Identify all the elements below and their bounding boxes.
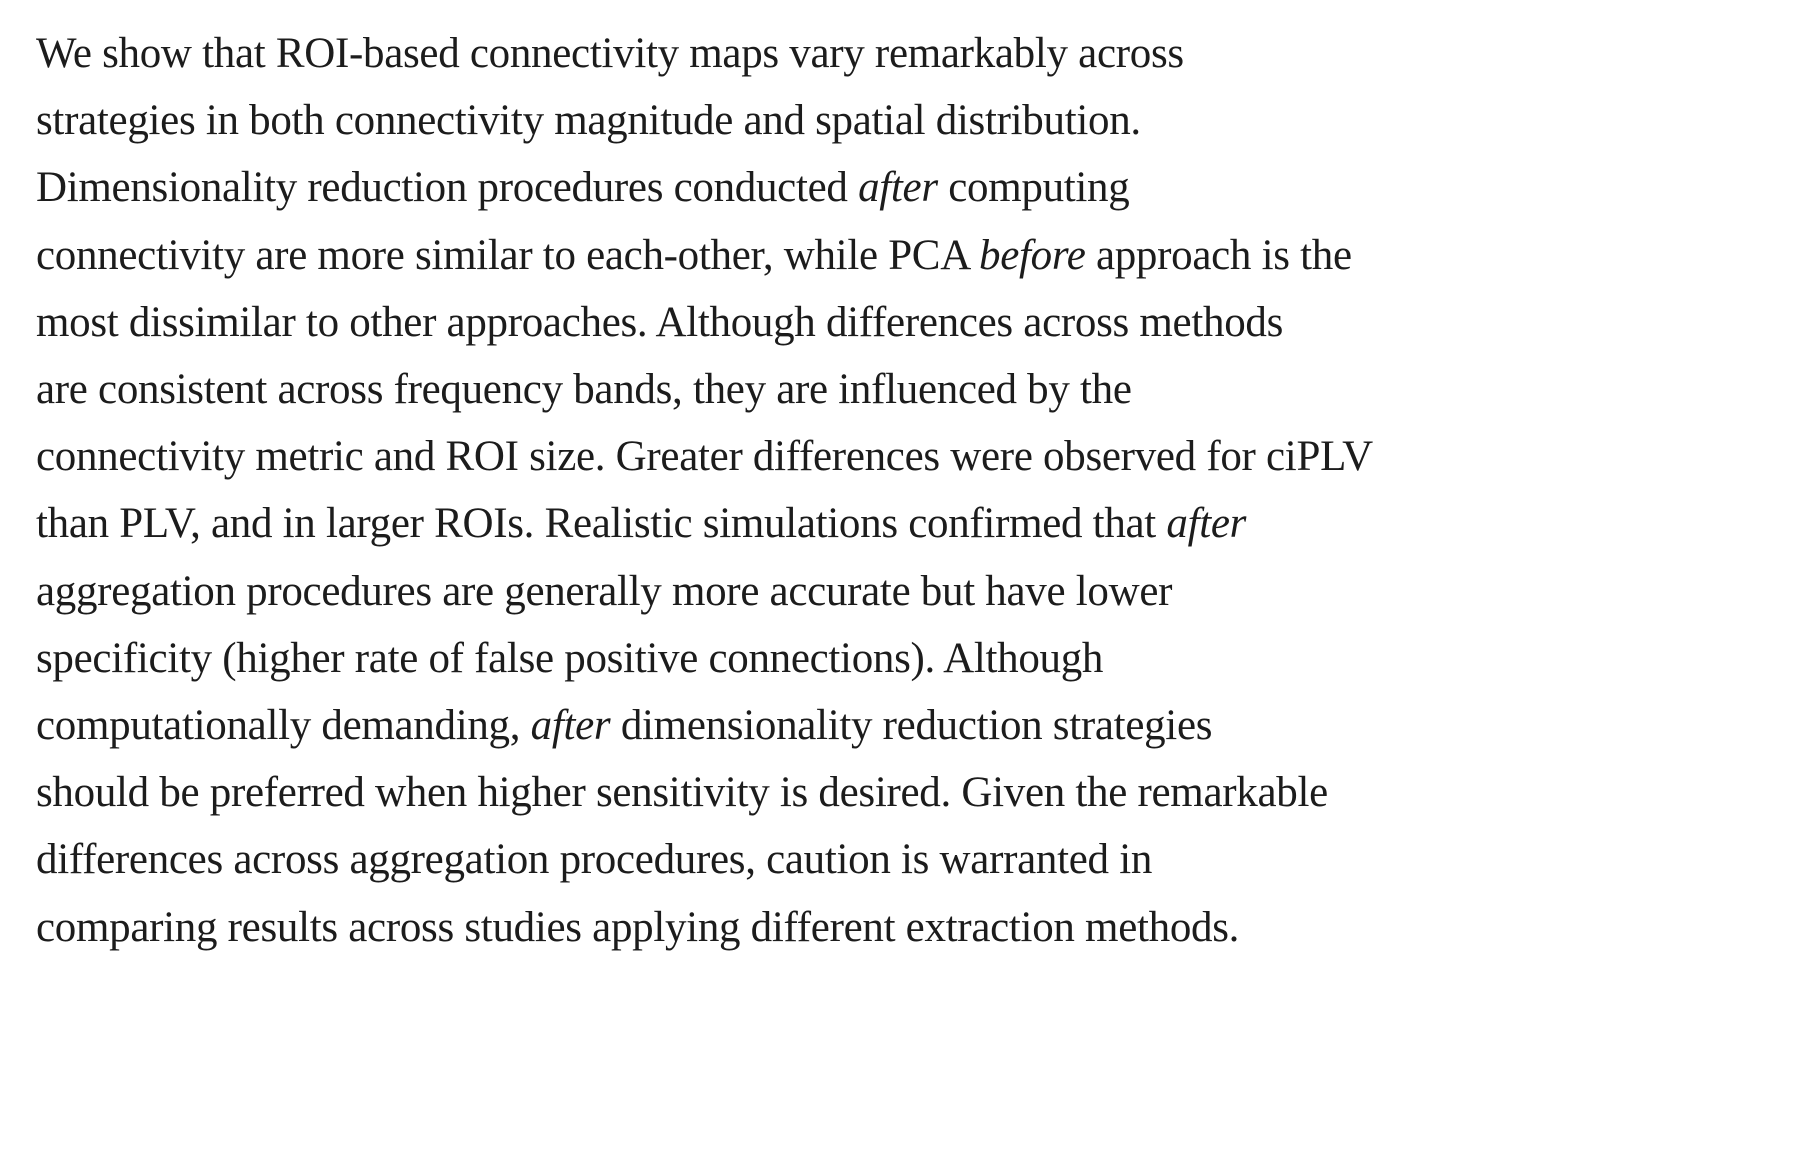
text-run: specificity (higher rate of false positi…: [36, 634, 1104, 682]
text-run: computing: [937, 164, 1130, 212]
text-run: most dissimilar to other approaches. Alt…: [36, 298, 1284, 346]
text-run: are consistent across frequency bands, t…: [36, 366, 1132, 414]
abstract-line: should be preferred when higher sensitiv…: [36, 759, 1818, 826]
italic-text-run: after: [858, 164, 938, 212]
abstract-line: most dissimilar to other approaches. Alt…: [36, 289, 1818, 356]
text-run: should be preferred when higher sensitiv…: [36, 769, 1328, 817]
abstract-line: connectivity are more similar to each-ot…: [36, 222, 1818, 289]
abstract-line: specificity (higher rate of false positi…: [36, 625, 1818, 692]
text-run: differences across aggregation procedure…: [36, 836, 1153, 884]
abstract-line: comparing results across studies applyin…: [36, 894, 1818, 961]
abstract-line: are consistent across frequency bands, t…: [36, 356, 1818, 423]
text-run: connectivity metric and ROI size. Greate…: [36, 433, 1373, 481]
text-run: comparing results across studies applyin…: [36, 903, 1240, 951]
abstract-line: than PLV, and in larger ROIs. Realistic …: [36, 490, 1818, 557]
text-run: dimensionality reduction strategies: [610, 702, 1213, 750]
text-run: computationally demanding,: [36, 702, 531, 750]
abstract-line: differences across aggregation procedure…: [36, 826, 1818, 893]
text-run: than PLV, and in larger ROIs. Realistic …: [36, 500, 1167, 548]
abstract-text: We show that ROI-based connectivity maps…: [36, 20, 1818, 961]
text-run: strategies in both connectivity magnitud…: [36, 97, 1141, 145]
italic-text-run: before: [979, 231, 1086, 279]
abstract-line: connectivity metric and ROI size. Greate…: [36, 423, 1818, 490]
abstract-line: Dimensionality reduction procedures cond…: [36, 154, 1818, 221]
text-run: We show that ROI-based connectivity maps…: [36, 30, 1184, 77]
italic-text-run: after: [530, 702, 611, 750]
text-run: approach is the: [1085, 231, 1352, 279]
abstract-line: computationally demanding, after dimensi…: [36, 692, 1818, 759]
abstract-paragraph: We show that ROI-based connectivity maps…: [36, 20, 1818, 961]
italic-text-run: after: [1166, 500, 1247, 548]
text-run: connectivity are more similar to each-ot…: [36, 231, 980, 279]
text-run: aggregation procedures are generally mor…: [36, 567, 1173, 615]
abstract-line: We show that ROI-based connectivity maps…: [36, 20, 1818, 87]
abstract-line: aggregation procedures are generally mor…: [36, 558, 1818, 625]
abstract-line: strategies in both connectivity magnitud…: [36, 87, 1818, 154]
text-run: Dimensionality reduction procedures cond…: [36, 164, 859, 212]
